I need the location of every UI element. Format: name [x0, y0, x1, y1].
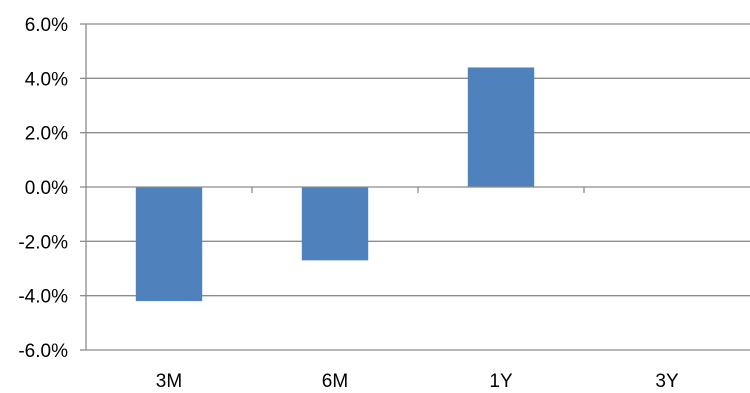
- bar-3m: [135, 187, 203, 302]
- y-tick-label: 0.0%: [25, 178, 68, 199]
- x-tick-label: 3Y: [655, 371, 679, 392]
- y-tick-label: -6.0%: [18, 341, 68, 362]
- x-tick-label: 1Y: [489, 371, 513, 392]
- bars: [135, 67, 535, 302]
- y-tick-label: 6.0%: [25, 15, 68, 36]
- x-tick-label: 3M: [156, 371, 182, 392]
- y-tick-label: -4.0%: [18, 287, 68, 308]
- y-tick-label: 2.0%: [25, 124, 68, 145]
- bar-6m: [301, 187, 369, 261]
- x-tick-label: 6M: [322, 371, 348, 392]
- x-axis-tick-labels: 3M 6M 1Y 3Y: [156, 371, 679, 392]
- y-axis-tick-labels: 6.0% 4.0% 2.0% 0.0% -2.0% -4.0% -6.0%: [18, 15, 68, 362]
- bar-1y: [467, 67, 535, 187]
- axes: [80, 23, 750, 351]
- y-tick-label: 4.0%: [25, 69, 68, 90]
- y-tick-label: -2.0%: [18, 232, 68, 253]
